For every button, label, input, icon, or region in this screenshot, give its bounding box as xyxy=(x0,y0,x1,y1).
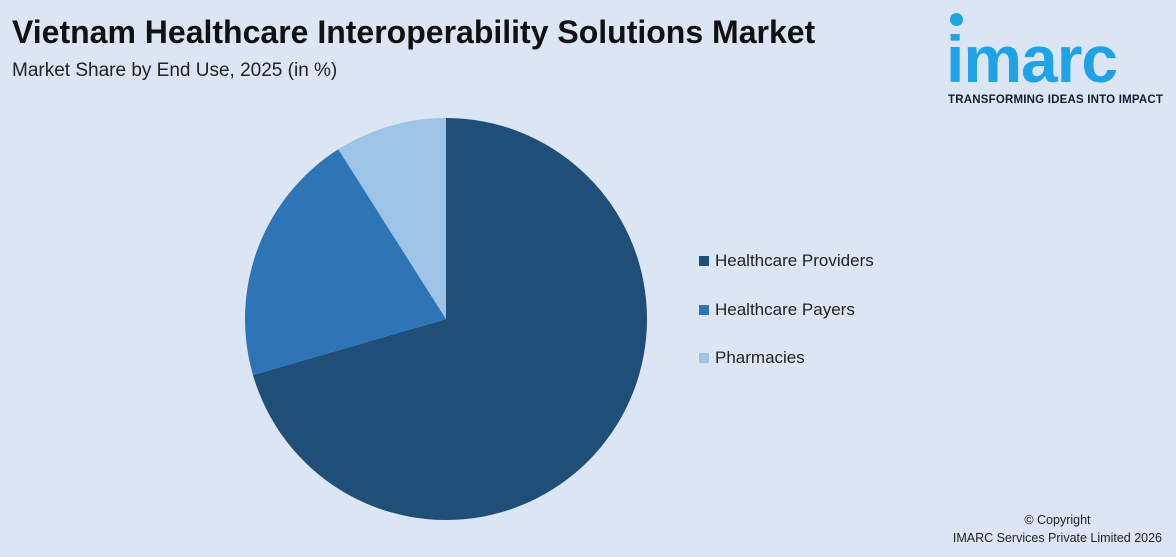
legend-item-pharmacies: Pharmacies xyxy=(699,347,874,369)
imarc-logo: imarc TRANSFORMING IDEAS INTO IMPACT xyxy=(946,12,1170,108)
legend-label: Pharmacies xyxy=(715,348,805,367)
chart-legend: Healthcare Providers Healthcare Payers P… xyxy=(699,250,874,396)
legend-swatch xyxy=(699,353,709,363)
pie-chart xyxy=(245,118,648,520)
pie-slice-healthcare-payers xyxy=(245,149,446,376)
logo-tagline: TRANSFORMING IDEAS INTO IMPACT xyxy=(948,94,1164,106)
copyright-line-2: IMARC Services Private Limited 2026 xyxy=(952,531,1162,545)
legend-label: Healthcare Payers xyxy=(715,299,855,319)
legend-swatch xyxy=(699,256,709,266)
legend-item-healthcare-payers: Healthcare Payers xyxy=(699,299,874,321)
pie-slice-pharmacies xyxy=(338,118,446,319)
legend-item-healthcare-providers: Healthcare Providers xyxy=(699,250,874,272)
chart-subtitle: Market Share by End Use, 2025 (in %) xyxy=(12,60,338,81)
chart-title: Vietnam Healthcare Interoperability Solu… xyxy=(12,14,816,50)
logo-dot-icon xyxy=(950,13,963,26)
legend-label: Healthcare Providers xyxy=(715,251,874,270)
copyright-line-1: © Copyright xyxy=(1024,513,1091,527)
legend-swatch xyxy=(699,304,709,315)
pie-slice-healthcare-providers xyxy=(252,118,648,520)
logo-wordmark: imarc xyxy=(946,22,1118,96)
copyright-notice: © Copyright IMARC Services Private Limit… xyxy=(953,511,1162,547)
